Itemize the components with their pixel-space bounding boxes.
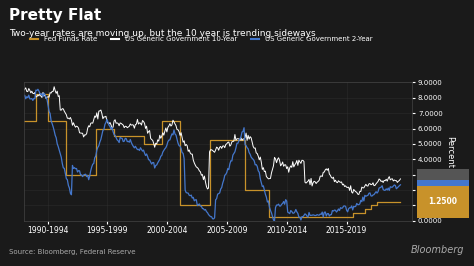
Text: 1.2500: 1.2500 [428,197,457,206]
Y-axis label: Percent: Percent [445,136,454,168]
Text: Source: Bloomberg, Federal Reserve: Source: Bloomberg, Federal Reserve [9,249,136,255]
Text: Two-year rates are moving up, but the 10 year is trending sideways: Two-year rates are moving up, but the 10… [9,29,316,38]
Text: 2.3416: 2.3416 [428,180,457,189]
Text: 1.6333: 1.6333 [428,191,457,200]
Legend: Fed Funds Rate, US Generic Government 10-Year, US Generic Government 2-Year: Fed Funds Rate, US Generic Government 10… [27,33,375,45]
Text: Pretty Flat: Pretty Flat [9,8,102,23]
Text: Bloomberg: Bloomberg [411,245,465,255]
